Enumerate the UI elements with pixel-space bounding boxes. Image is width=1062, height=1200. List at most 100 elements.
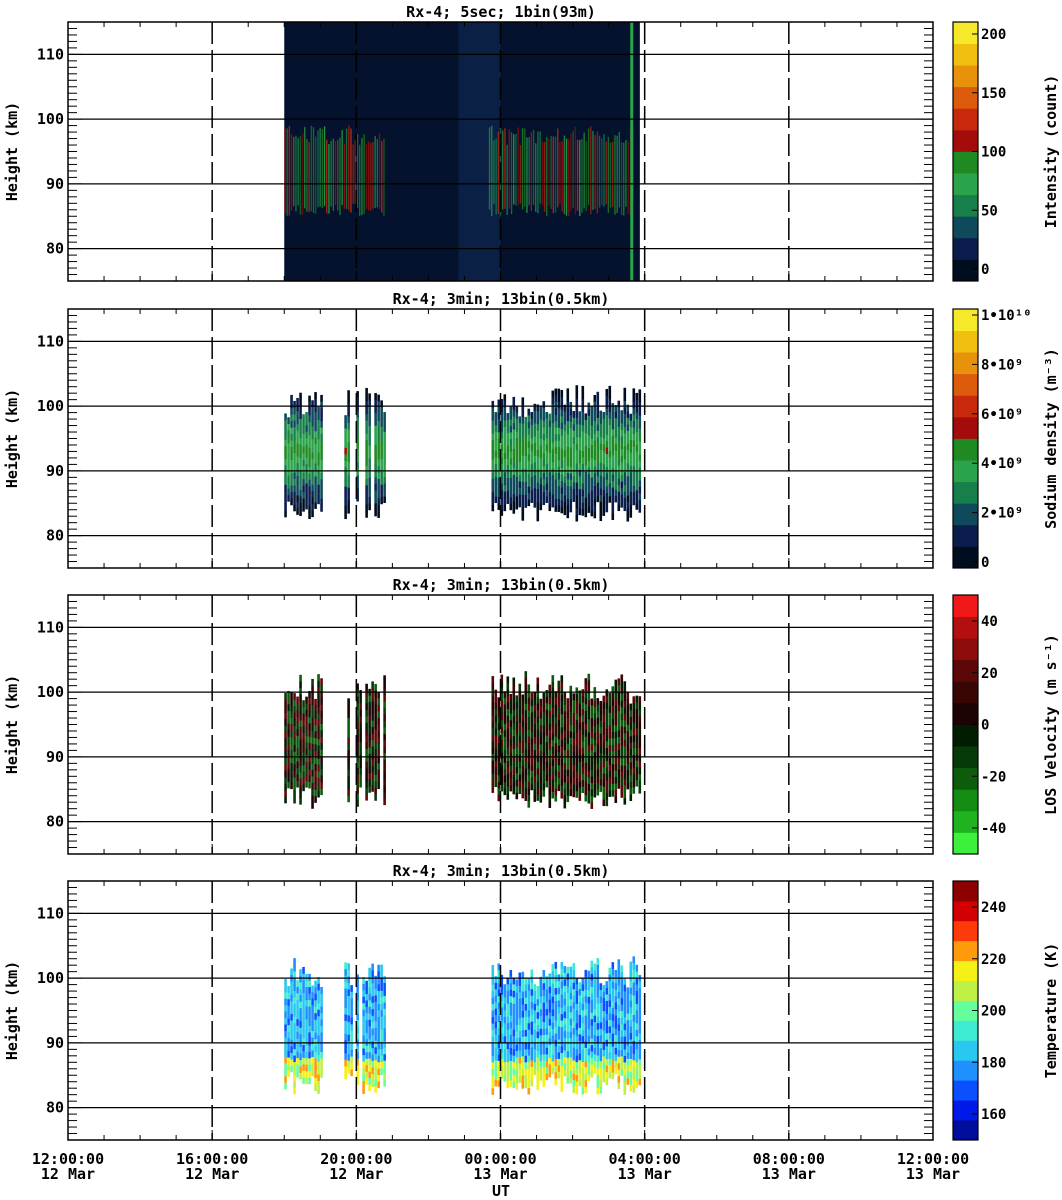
data-cell <box>590 412 594 420</box>
data-cell <box>515 1024 519 1032</box>
data-cell <box>623 1062 627 1069</box>
data-cell <box>284 744 287 752</box>
data-cell <box>617 433 621 440</box>
data-cell <box>560 987 564 995</box>
intensity-stripe <box>365 143 368 210</box>
data-cell <box>527 723 531 731</box>
data-cell <box>293 1003 296 1011</box>
data-cell <box>596 775 600 783</box>
data-cell <box>365 394 368 402</box>
data-cell <box>560 461 564 468</box>
data-cell <box>293 478 296 486</box>
data-cell <box>587 970 591 978</box>
data-cell <box>575 501 579 509</box>
data-cell <box>545 690 549 697</box>
data-cell <box>623 784 627 792</box>
data-cell <box>563 998 567 1006</box>
data-cell <box>347 1066 350 1074</box>
data-cell <box>539 1041 543 1049</box>
data-cell <box>575 765 579 772</box>
data-cell <box>542 485 546 493</box>
data-cell <box>569 776 573 784</box>
data-cell <box>299 700 302 708</box>
data-cell <box>530 463 534 471</box>
data-cell <box>503 1055 507 1063</box>
data-cell <box>572 1027 576 1035</box>
data-cell <box>593 687 597 694</box>
data-cell <box>524 1074 528 1082</box>
data-cell <box>362 1080 365 1088</box>
data-cell <box>320 704 323 711</box>
data-cell <box>626 495 630 503</box>
data-cell <box>530 744 534 752</box>
data-cell <box>293 783 296 791</box>
data-cell <box>308 1058 311 1065</box>
data-cell <box>593 492 597 499</box>
data-cell <box>566 1012 570 1019</box>
data-cell <box>617 1069 621 1077</box>
data-cell <box>590 503 594 510</box>
data-cell <box>497 794 501 802</box>
data-cell <box>632 780 636 788</box>
data-cell <box>614 437 618 445</box>
data-cell <box>383 720 386 728</box>
data-cell <box>497 1060 501 1068</box>
data-cell <box>569 999 573 1006</box>
data-cell <box>584 976 588 984</box>
data-cell <box>608 431 612 438</box>
data-cell <box>557 459 561 467</box>
data-cell <box>383 1047 386 1055</box>
data-cell <box>365 696 368 704</box>
data-cell <box>533 436 537 443</box>
data-cell <box>317 706 320 714</box>
data-cell <box>362 1041 365 1049</box>
data-cell <box>575 706 579 714</box>
colorbar-tick-label: 0 <box>981 555 989 571</box>
data-cell <box>374 988 377 996</box>
data-cell <box>302 758 305 766</box>
data-cell <box>302 1012 305 1020</box>
data-cell <box>305 1058 308 1065</box>
data-cell <box>296 780 299 788</box>
data-cell <box>320 762 323 770</box>
data-cell <box>536 475 540 483</box>
data-cell <box>308 993 311 1001</box>
data-cell <box>629 472 633 479</box>
data-cell <box>617 420 621 427</box>
data-cell <box>626 724 630 732</box>
data-cell <box>524 781 528 789</box>
data-cell <box>539 989 543 997</box>
data-cell <box>356 481 359 489</box>
data-cell <box>509 464 513 472</box>
data-cell <box>500 496 504 503</box>
data-cell <box>524 1042 528 1050</box>
data-cell <box>572 982 576 990</box>
data-cell <box>554 968 558 976</box>
data-cell <box>380 1029 383 1037</box>
data-cell <box>593 1047 597 1055</box>
data-cell <box>605 799 609 807</box>
data-cell <box>302 1044 305 1052</box>
data-cell <box>539 718 543 725</box>
data-cell <box>320 775 323 783</box>
data-cell <box>542 1034 546 1042</box>
data-cell <box>515 1082 519 1090</box>
data-cell <box>575 437 579 444</box>
data-cell <box>383 727 386 734</box>
data-cell <box>524 488 528 495</box>
data-cell <box>587 1022 591 1030</box>
data-cell <box>302 440 305 447</box>
data-cell <box>569 1031 573 1039</box>
data-cell <box>560 1033 564 1041</box>
data-cell <box>368 785 371 793</box>
data-cell <box>311 750 314 757</box>
data-cell <box>314 770 317 777</box>
data-cell <box>287 436 290 444</box>
intensity-stripe <box>352 144 354 204</box>
data-cell <box>605 486 609 493</box>
data-cell <box>521 759 525 766</box>
data-cell <box>320 479 323 486</box>
data-cell <box>509 989 513 997</box>
data-cell <box>587 777 591 785</box>
data-cell <box>308 749 311 757</box>
